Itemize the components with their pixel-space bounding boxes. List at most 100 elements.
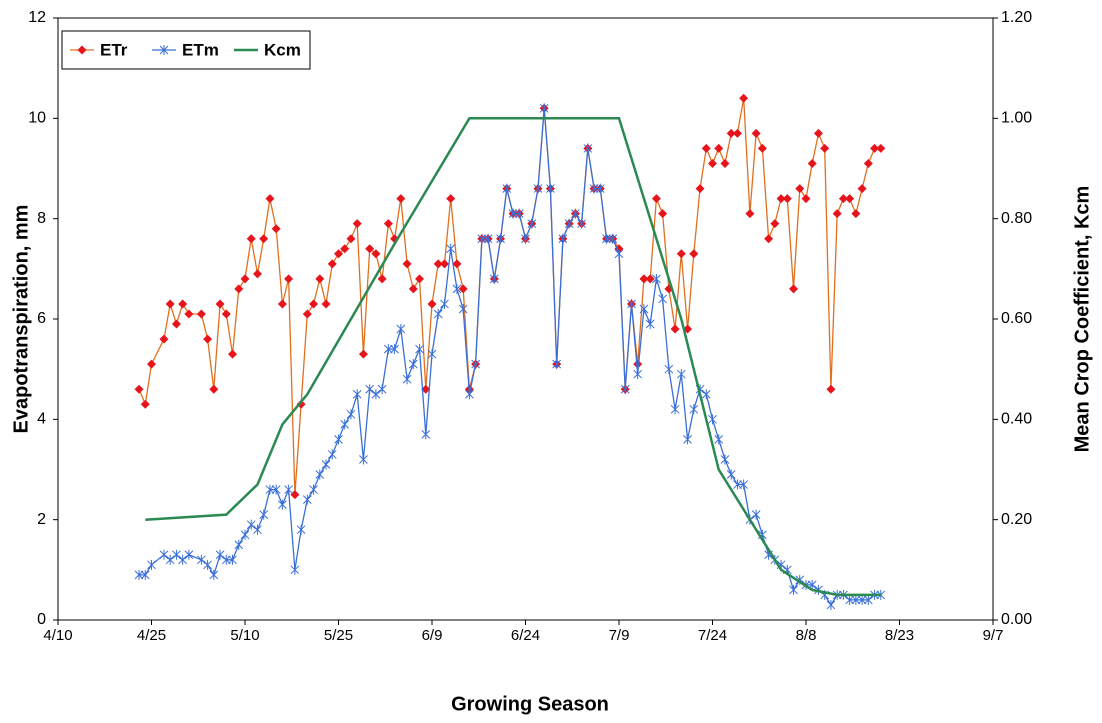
etr-marker bbox=[807, 158, 817, 168]
etm-marker-stroke bbox=[359, 454, 368, 465]
etr-marker bbox=[215, 299, 225, 309]
etr-marker bbox=[720, 158, 730, 168]
x-tick-label: 6/24 bbox=[511, 627, 540, 644]
etm-marker bbox=[571, 208, 580, 219]
etr-marker bbox=[365, 244, 375, 254]
etm-marker-stroke bbox=[595, 183, 605, 194]
x-tick-label: 9/7 bbox=[983, 627, 1004, 644]
y-tick-label: 10 bbox=[28, 110, 46, 127]
etm-marker bbox=[845, 594, 854, 605]
etr-marker bbox=[134, 384, 144, 394]
etr-marker bbox=[302, 309, 312, 319]
etm-marker bbox=[327, 449, 337, 460]
etm-marker-stroke bbox=[683, 434, 692, 445]
etr-marker bbox=[633, 359, 643, 369]
x-tick-label: 8/23 bbox=[885, 627, 914, 644]
etm-marker bbox=[384, 344, 393, 355]
etm-marker-stroke bbox=[571, 208, 580, 219]
etm-marker bbox=[521, 233, 530, 244]
y-tick-label: 4 bbox=[37, 411, 46, 428]
etm-marker-stroke bbox=[577, 218, 586, 229]
etm-marker-stroke bbox=[583, 143, 593, 154]
etm-marker-stroke bbox=[826, 599, 836, 610]
etr-marker bbox=[327, 259, 337, 269]
etm-marker-stroke bbox=[340, 419, 350, 430]
etm-marker bbox=[602, 233, 611, 244]
etr-marker bbox=[845, 194, 855, 204]
etm-marker bbox=[483, 233, 493, 244]
etm-marker-stroke bbox=[508, 208, 518, 219]
etr-marker bbox=[820, 143, 830, 153]
etm-marker-stroke bbox=[240, 529, 250, 540]
etr-marker bbox=[296, 399, 306, 409]
y2-tick-label: 1.00 bbox=[1001, 110, 1032, 127]
etm-marker bbox=[608, 233, 618, 244]
etm-marker bbox=[726, 469, 736, 480]
etm-marker bbox=[352, 389, 362, 400]
etm-marker bbox=[689, 404, 699, 415]
y2-tick-label: 0.00 bbox=[1001, 611, 1032, 628]
etm-marker-stroke bbox=[396, 324, 406, 335]
etm-marker-stroke bbox=[309, 484, 318, 495]
etr-marker bbox=[358, 349, 368, 359]
etm-marker-stroke bbox=[172, 549, 181, 560]
etm-marker-stroke bbox=[496, 233, 505, 244]
etr-marker bbox=[321, 299, 331, 309]
etm-marker bbox=[184, 549, 194, 560]
etm-marker bbox=[496, 233, 505, 244]
etm-marker bbox=[664, 364, 674, 375]
etm-marker-stroke bbox=[440, 298, 449, 309]
etm-marker-stroke bbox=[689, 404, 699, 415]
legend-label: ETm bbox=[182, 40, 219, 59]
etm-marker bbox=[676, 369, 686, 380]
y2-tick-label: 0.80 bbox=[1001, 210, 1032, 227]
legend-box bbox=[61, 30, 311, 70]
etm-marker bbox=[134, 569, 144, 580]
etr-marker bbox=[732, 128, 742, 138]
etr-marker bbox=[265, 194, 275, 204]
etr-marker bbox=[751, 128, 761, 138]
etr-marker bbox=[315, 274, 325, 284]
etm-marker bbox=[471, 359, 480, 370]
etr-marker bbox=[801, 194, 811, 204]
etm-marker-stroke bbox=[514, 208, 524, 219]
etm-marker-stroke bbox=[458, 303, 468, 314]
etm-marker-stroke bbox=[465, 389, 474, 400]
etm-marker bbox=[589, 183, 599, 194]
etm-marker bbox=[458, 303, 468, 314]
etm-marker-stroke bbox=[140, 569, 150, 580]
etr-marker bbox=[708, 158, 717, 168]
etm-marker bbox=[652, 273, 661, 284]
etr-marker bbox=[284, 274, 294, 284]
etr-marker bbox=[726, 128, 736, 138]
etm-marker bbox=[583, 143, 593, 154]
etr-marker bbox=[832, 209, 842, 219]
etm-marker-stroke bbox=[259, 509, 269, 520]
etm-marker-stroke bbox=[676, 369, 686, 380]
etm-marker bbox=[203, 559, 212, 570]
etm-marker-stroke bbox=[533, 183, 543, 194]
etm-marker-stroke bbox=[857, 594, 867, 605]
etm-marker-stroke bbox=[664, 364, 674, 375]
etm-marker bbox=[751, 509, 761, 520]
etr-marker bbox=[870, 143, 880, 153]
etr-marker bbox=[196, 309, 206, 319]
etm-marker-stroke bbox=[234, 539, 244, 550]
etm-marker bbox=[415, 344, 424, 355]
etm-marker-stroke bbox=[302, 494, 312, 505]
etm-marker-stroke bbox=[639, 303, 649, 314]
etm-marker-stroke bbox=[178, 554, 188, 565]
etm-marker-stroke bbox=[483, 233, 493, 244]
etm-marker bbox=[645, 319, 655, 330]
etm-marker bbox=[228, 554, 237, 565]
etr-marker bbox=[228, 349, 238, 359]
etm-marker bbox=[321, 459, 331, 470]
etr-marker bbox=[259, 234, 269, 244]
y2-tick-label: 0.60 bbox=[1001, 310, 1032, 327]
etr-marker bbox=[271, 224, 281, 234]
etr-marker bbox=[178, 299, 188, 309]
etr-marker bbox=[764, 234, 774, 244]
etm-marker bbox=[390, 344, 399, 355]
etm-marker-stroke bbox=[602, 233, 611, 244]
etm-marker bbox=[172, 549, 181, 560]
